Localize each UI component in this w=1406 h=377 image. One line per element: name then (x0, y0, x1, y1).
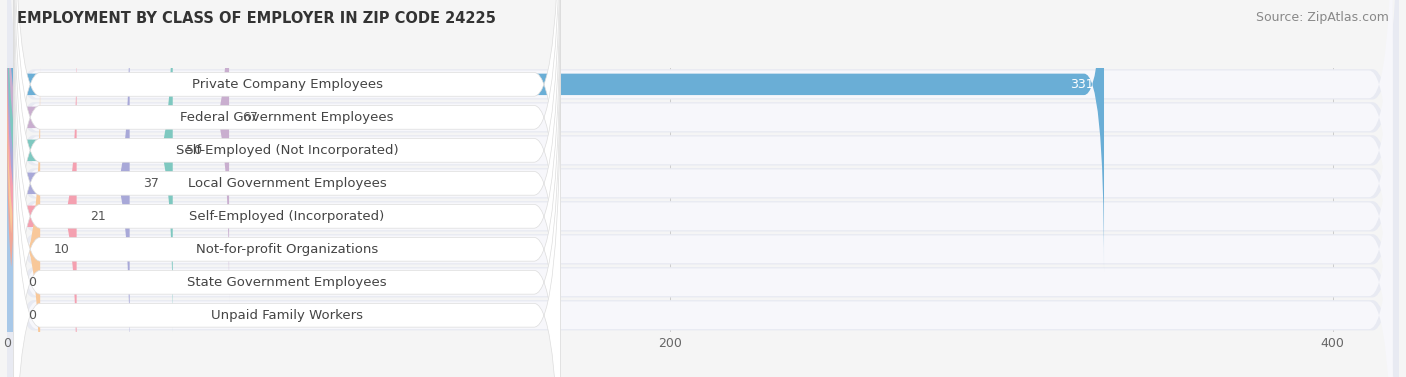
Text: Source: ZipAtlas.com: Source: ZipAtlas.com (1256, 11, 1389, 24)
FancyBboxPatch shape (7, 0, 1399, 377)
FancyBboxPatch shape (14, 0, 1392, 302)
FancyBboxPatch shape (7, 0, 173, 337)
FancyBboxPatch shape (14, 0, 561, 377)
FancyBboxPatch shape (7, 0, 1399, 377)
Text: 37: 37 (143, 177, 159, 190)
FancyBboxPatch shape (14, 32, 1392, 377)
FancyBboxPatch shape (14, 0, 1392, 367)
FancyBboxPatch shape (7, 62, 41, 377)
Text: Private Company Employees: Private Company Employees (191, 78, 382, 91)
FancyBboxPatch shape (7, 0, 1399, 377)
FancyBboxPatch shape (7, 0, 1399, 333)
Text: 21: 21 (90, 210, 105, 223)
Text: 0: 0 (28, 309, 37, 322)
FancyBboxPatch shape (14, 0, 561, 336)
Text: Self-Employed (Not Incorporated): Self-Employed (Not Incorporated) (176, 144, 398, 157)
FancyBboxPatch shape (7, 0, 1399, 366)
Text: Not-for-profit Organizations: Not-for-profit Organizations (195, 243, 378, 256)
FancyBboxPatch shape (14, 0, 561, 377)
FancyBboxPatch shape (14, 0, 561, 369)
FancyBboxPatch shape (14, 30, 561, 377)
FancyBboxPatch shape (14, 0, 1392, 334)
Text: State Government Employees: State Government Employees (187, 276, 387, 289)
FancyBboxPatch shape (14, 65, 1392, 377)
FancyBboxPatch shape (14, 0, 561, 377)
FancyBboxPatch shape (7, 0, 229, 305)
Text: Self-Employed (Incorporated): Self-Employed (Incorporated) (190, 210, 385, 223)
FancyBboxPatch shape (14, 0, 561, 377)
FancyBboxPatch shape (14, 63, 561, 377)
Text: EMPLOYMENT BY CLASS OF EMPLOYER IN ZIP CODE 24225: EMPLOYMENT BY CLASS OF EMPLOYER IN ZIP C… (17, 11, 496, 26)
FancyBboxPatch shape (0, 95, 27, 377)
FancyBboxPatch shape (14, 98, 1392, 377)
Text: Local Government Employees: Local Government Employees (187, 177, 387, 190)
Text: 50: 50 (186, 144, 202, 157)
Text: Federal Government Employees: Federal Government Employees (180, 111, 394, 124)
FancyBboxPatch shape (0, 128, 27, 377)
FancyBboxPatch shape (14, 0, 1392, 377)
FancyBboxPatch shape (7, 34, 1399, 377)
FancyBboxPatch shape (7, 0, 1104, 271)
Text: 10: 10 (53, 243, 69, 256)
FancyBboxPatch shape (7, 1, 1399, 377)
Text: 67: 67 (242, 111, 259, 124)
FancyBboxPatch shape (7, 67, 1399, 377)
Text: Unpaid Family Workers: Unpaid Family Workers (211, 309, 363, 322)
Text: 0: 0 (28, 276, 37, 289)
Text: 331: 331 (1070, 78, 1094, 91)
FancyBboxPatch shape (7, 0, 129, 371)
FancyBboxPatch shape (7, 29, 77, 377)
FancyBboxPatch shape (14, 0, 1392, 377)
